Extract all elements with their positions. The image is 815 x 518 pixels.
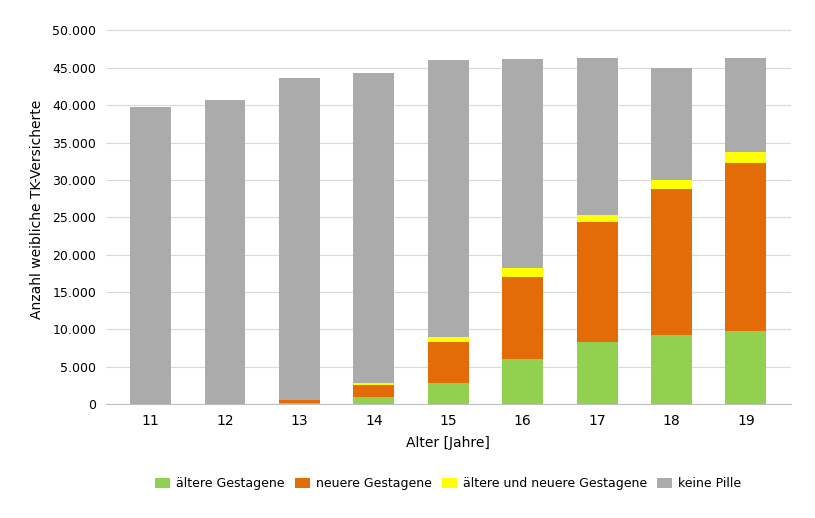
Bar [205, 100, 245, 404]
Bar [130, 107, 171, 404]
Bar [502, 59, 543, 268]
Bar [651, 68, 692, 180]
Bar [428, 61, 469, 337]
Bar [577, 342, 618, 404]
Bar [428, 337, 469, 342]
Y-axis label: Anzahl weibliche TK-Versicherte: Anzahl weibliche TK-Versicherte [30, 100, 44, 320]
Bar [428, 342, 469, 383]
Bar [502, 277, 543, 359]
Bar [502, 268, 543, 277]
Bar [651, 180, 692, 189]
Bar [428, 383, 469, 404]
Bar [354, 383, 394, 385]
Bar [354, 397, 394, 404]
Bar [279, 78, 319, 399]
Bar [725, 331, 766, 404]
Bar [651, 335, 692, 404]
Bar [725, 58, 766, 151]
X-axis label: Alter [Jahre]: Alter [Jahre] [407, 436, 490, 450]
Bar [577, 58, 618, 215]
Bar [279, 399, 319, 402]
Bar [651, 189, 692, 335]
Bar [725, 163, 766, 331]
Bar [577, 215, 618, 223]
Bar [502, 359, 543, 404]
Bar [577, 223, 618, 342]
Legend: ältere Gestagene, neuere Gestagene, ältere und neuere Gestagene, keine Pille: ältere Gestagene, neuere Gestagene, älte… [150, 472, 747, 495]
Bar [354, 73, 394, 383]
Bar [279, 402, 319, 404]
Bar [354, 385, 394, 397]
Bar [725, 152, 766, 163]
